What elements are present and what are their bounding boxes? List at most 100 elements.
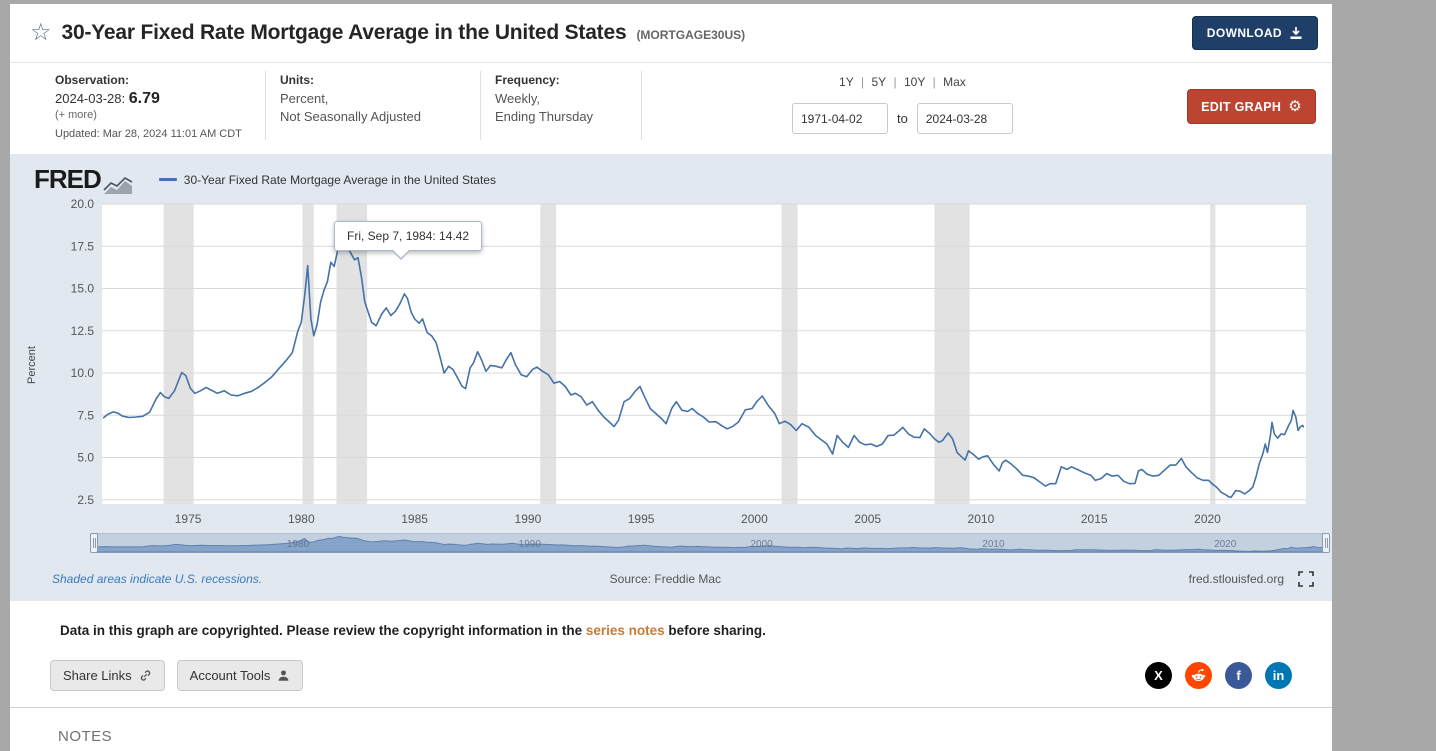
svg-text:17.5: 17.5	[71, 239, 95, 253]
share-links-button[interactable]: Share Links	[50, 660, 165, 691]
svg-text:2020: 2020	[1194, 512, 1221, 526]
reddit-icon[interactable]	[1185, 662, 1212, 689]
svg-text:1980: 1980	[287, 539, 310, 550]
frequency-label: Frequency:	[495, 73, 560, 87]
page-title: 30-Year Fixed Rate Mortgage Average in t…	[61, 21, 627, 44]
chart-header: FRED 30-Year Fixed Rate Mortgage Average…	[24, 162, 1328, 199]
range-slider-minichart[interactable]: 1980 1990 2000 2010 2020	[93, 532, 1327, 554]
units-line1: Percent,	[280, 91, 329, 106]
date-range-to-label: to	[897, 111, 908, 126]
range-preset-10y[interactable]: 10Y	[903, 75, 926, 89]
svg-text:12.5: 12.5	[71, 324, 95, 338]
svg-text:15.0: 15.0	[71, 282, 95, 296]
start-date-input[interactable]	[792, 103, 888, 134]
share-links-label: Share Links	[63, 668, 132, 683]
series-id: (MORTGAGE30US)	[636, 28, 746, 42]
linkedin-icon-glyph: in	[1272, 668, 1285, 683]
x-icon-glyph: X	[1154, 668, 1163, 683]
person-icon	[278, 670, 289, 681]
download-button[interactable]: DOWNLOAD	[1191, 16, 1318, 50]
date-range-controls: 1Y | 5Y | 10Y | Max to	[792, 71, 1013, 140]
svg-text:2010: 2010	[968, 512, 995, 526]
svg-text:7.5: 7.5	[77, 408, 94, 422]
observation-label: Observation:	[55, 73, 130, 87]
svg-text:1975: 1975	[175, 512, 202, 526]
svg-text:1980: 1980	[288, 512, 315, 526]
linkedin-icon[interactable]: in	[1265, 662, 1292, 689]
gear-icon: ⚙	[1288, 98, 1302, 115]
svg-text:10.0: 10.0	[71, 366, 95, 380]
fred-logo-chart-icon	[103, 177, 133, 194]
notes-section: NOTES	[10, 707, 1332, 751]
svg-text:1990: 1990	[515, 512, 542, 526]
frequency-line2: Ending Thursday	[495, 108, 594, 124]
notes-title: NOTES	[58, 728, 113, 745]
x-icon[interactable]: X	[1145, 662, 1172, 689]
svg-text:1985: 1985	[401, 512, 428, 526]
series-notes-link[interactable]: series notes	[585, 623, 665, 638]
svg-text:2000: 2000	[750, 539, 773, 550]
y-axis-title: Percent	[26, 346, 38, 384]
chart-legend: 30-Year Fixed Rate Mortgage Average in t…	[158, 172, 496, 187]
observation-block: Observation: 2024-03-28: 6.79 (+ more) U…	[10, 71, 265, 140]
frequency-line1: Weekly,	[495, 91, 541, 106]
slider-left-handle[interactable]	[90, 533, 98, 553]
recession-note-link[interactable]: Shaded areas indicate U.S. recessions.	[52, 572, 263, 586]
svg-text:1990: 1990	[519, 539, 542, 550]
chart-source: Source: Freddie Mac	[609, 572, 722, 586]
end-date-input[interactable]	[916, 103, 1013, 134]
legend-line-sample	[158, 178, 177, 181]
slider-right-handle[interactable]	[1322, 533, 1330, 553]
svg-text:2.5: 2.5	[77, 493, 94, 507]
svg-text:20.0: 20.0	[71, 199, 95, 211]
copyright-notice: Data in this graph are copyrighted. Plea…	[10, 601, 1332, 648]
observation-value-line: 2024-03-28: 6.79	[55, 90, 251, 108]
mortgage-rate-line-chart[interactable]: 2.5 5.0 7.5 10.0 12.5 15.0 17.5 20.0 1975 1980 198…	[40, 199, 1326, 531]
range-preset-1y[interactable]: 1Y	[839, 75, 854, 89]
range-presets: 1Y | 5Y | 10Y | Max	[835, 75, 970, 89]
observation-more-link[interactable]: (+ more)	[55, 109, 97, 121]
fred-series-page: ☆ 30-Year Fixed Rate Mortgage Average in…	[10, 4, 1332, 751]
link-icon	[140, 670, 150, 681]
fred-url: fred.stlouisfed.org	[1188, 572, 1284, 586]
fred-logo-text: FRED	[34, 164, 102, 194]
chart-footer: Shaded areas indicate U.S. recessions. S…	[24, 555, 1328, 599]
svg-text:2005: 2005	[854, 512, 881, 526]
chart-tooltip: Fri, Sep 7, 1984: 14.42	[334, 221, 483, 260]
svg-text:1995: 1995	[628, 512, 655, 526]
observation-value: 6.79	[128, 90, 160, 107]
fred-logo[interactable]: FRED	[34, 164, 133, 195]
account-tools-label: Account Tools	[189, 668, 271, 683]
preset-separator: |	[890, 75, 900, 89]
svg-text:2000: 2000	[741, 512, 768, 526]
observation-date: 2024-03-28:	[55, 91, 126, 106]
chart-body: Percent 2.5 5.0 7.5 10.0 12.5 15.0 17.5 20.0 197…	[24, 199, 1328, 531]
date-range-inputs: to	[792, 103, 1013, 134]
svg-text:2010: 2010	[982, 539, 1005, 550]
series-header: ☆ 30-Year Fixed Rate Mortgage Average in…	[10, 4, 1332, 63]
range-preset-max[interactable]: Max	[943, 75, 966, 89]
download-icon	[1290, 27, 1302, 39]
fullscreen-icon[interactable]	[1298, 571, 1314, 587]
copyright-text-after: before sharing.	[664, 623, 766, 638]
copyright-text-before: Data in this graph are copyrighted. Plea…	[60, 623, 586, 638]
account-tools-button[interactable]: Account Tools	[176, 660, 304, 691]
download-button-label: DOWNLOAD	[1206, 26, 1282, 40]
legend-label: 30-Year Fixed Rate Mortgage Average in t…	[183, 172, 496, 187]
range-preset-5y[interactable]: 5Y	[871, 75, 887, 89]
edit-graph-label: EDIT GRAPH	[1201, 99, 1282, 114]
updated-timestamp: Updated: Mar 28, 2024 11:01 AM CDT	[55, 128, 242, 140]
reddit-alien-glyph	[1191, 668, 1206, 682]
facebook-icon-glyph: f	[1236, 668, 1241, 683]
range-slider[interactable]: 1980 1990 2000 2010 2020	[90, 532, 1330, 554]
frequency-block: Frequency: Weekly, Ending Thursday	[480, 71, 642, 140]
chart-section: FRED 30-Year Fixed Rate Mortgage Average…	[10, 154, 1332, 601]
svg-text:5.0: 5.0	[77, 451, 94, 465]
favorite-star-icon[interactable]: ☆	[30, 19, 52, 46]
edit-graph-button[interactable]: EDIT GRAPH ⚙	[1187, 89, 1316, 124]
series-meta-bar: Observation: 2024-03-28: 6.79 (+ more) U…	[10, 63, 1332, 154]
facebook-icon[interactable]: f	[1225, 662, 1252, 689]
edit-graph-wrap: EDIT GRAPH ⚙	[1187, 71, 1324, 140]
